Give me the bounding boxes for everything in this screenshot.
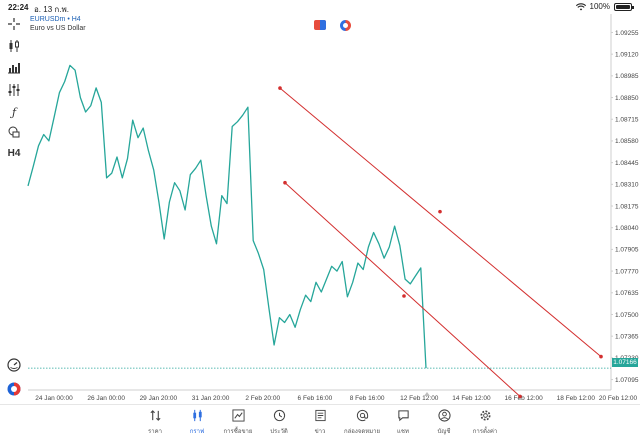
trendline-anchor[interactable] <box>283 180 287 185</box>
status-time: 22:24 <box>8 3 29 12</box>
price-label: 1.08985 <box>615 73 639 80</box>
function-icon[interactable]: ƒ <box>11 105 17 119</box>
trend-chart-icon <box>231 409 245 422</box>
period-separator-marker <box>424 392 430 396</box>
time-axis-labels: 24 Jan 00:00 26 Jan 00:00 29 Jan 20:00 31 J… <box>35 395 637 402</box>
time-label: 2 Feb 20:00 <box>245 395 280 402</box>
price-label: 1.07770 <box>615 268 639 275</box>
time-label: 12 Feb 12:00 <box>400 395 439 402</box>
trendline[interactable] <box>284 182 521 397</box>
price-label: 1.09120 <box>615 51 639 58</box>
price-label: 1.08310 <box>615 182 639 189</box>
nav-label: บัญชี <box>437 429 451 435</box>
symbol-info: EURUSDm • H4 Euro vs US Dollar <box>30 15 86 33</box>
price-label: 1.08850 <box>615 95 639 102</box>
time-label: 18 Feb 12:00 <box>557 395 596 402</box>
trade-panel-icon[interactable] <box>340 20 351 31</box>
history-clock-icon <box>273 409 285 422</box>
time-label: 8 Feb 16:00 <box>350 395 385 402</box>
crosshair-icon[interactable] <box>6 16 22 32</box>
trendline-anchor[interactable] <box>599 354 603 359</box>
nav-label: ราคา <box>148 429 162 435</box>
nav-label: การตั้งค่า <box>472 429 498 435</box>
symbol-title: EURUSDm • H4 <box>30 16 81 23</box>
price-label: 1.08040 <box>615 225 639 232</box>
nav-chart[interactable]: กราฟ <box>172 409 222 436</box>
price-label: 1.08445 <box>615 160 639 167</box>
price-label: 1.08175 <box>615 203 639 210</box>
nav-label: แชท <box>397 429 409 435</box>
status-bar: 22:24 อ. 13 ก.พ. 100% <box>0 0 640 14</box>
nav-history[interactable]: ประวัติ <box>254 409 304 436</box>
nav-news[interactable]: ข่าว <box>295 409 345 436</box>
nav-label: การซื้อขาย <box>223 429 253 435</box>
nav-label: ประวัติ <box>270 429 288 435</box>
time-label: 14 Feb 12:00 <box>452 395 491 402</box>
price-series-line <box>27 64 427 369</box>
time-label: 6 Feb 16:00 <box>298 395 333 402</box>
time-label: 16 Feb 12:00 <box>504 395 543 402</box>
battery-percent: 100% <box>589 2 610 11</box>
time-label: 26 Jan 00:00 <box>87 395 125 402</box>
price-label: 1.07635 <box>615 290 639 297</box>
nav-label: กราฟ <box>189 429 205 435</box>
candlestick-icon <box>192 409 202 422</box>
user-circle-icon <box>437 409 451 422</box>
left-toolbar: ƒ H4 <box>0 14 28 404</box>
wifi-icon <box>575 2 586 10</box>
trendlines <box>278 86 603 399</box>
price-label: 1.08580 <box>615 138 639 145</box>
price-label: 1.07095 <box>615 377 639 384</box>
time-label: 29 Jan 20:00 <box>140 395 178 402</box>
one-click-trade-icon[interactable] <box>314 20 326 30</box>
nav-quotes[interactable]: ราคา <box>130 409 180 436</box>
trendline-anchor[interactable] <box>278 86 282 90</box>
nav-chat[interactable]: แชท <box>378 409 428 436</box>
candlestick-type-icon[interactable] <box>6 38 22 54</box>
price-label: 1.07365 <box>615 333 639 340</box>
nav-mailbox[interactable]: กล่องจดหมาย <box>337 409 387 436</box>
trendline[interactable] <box>279 87 602 357</box>
nav-account[interactable]: บัญชี <box>419 409 469 436</box>
status-date: อ. 13 ก.พ. <box>34 5 69 14</box>
price-chart[interactable]: 1.09255 1.09120 1.08985 1.08850 1.08715 1.085… <box>0 0 640 404</box>
nav-settings[interactable]: การตั้งค่า <box>460 409 510 436</box>
trendline-anchor[interactable] <box>438 209 442 214</box>
at-sign-icon <box>356 409 368 422</box>
price-label: 1.08715 <box>615 117 639 124</box>
indicators-icon[interactable] <box>6 60 22 76</box>
price-label: 1.09255 <box>615 30 639 37</box>
price-axis-labels: 1.09255 1.09120 1.08985 1.08850 1.08715 1.085… <box>615 30 639 384</box>
battery-icon <box>614 2 634 11</box>
sliders-icon[interactable] <box>6 82 22 98</box>
sort-arrows-icon <box>149 410 161 421</box>
speedometer-icon[interactable] <box>7 358 21 372</box>
time-label: 24 Jan 00:00 <box>35 395 73 402</box>
price-label: 1.07905 <box>615 247 639 254</box>
time-label: 20 Feb 12:00 <box>599 395 638 402</box>
timeframe-button[interactable]: H4 <box>7 147 21 159</box>
bottom-navigation: ราคา กราฟ การซื้อขาย ประวัติ ข่าว กล่องจ… <box>0 404 640 447</box>
shapes-icon[interactable] <box>6 124 22 140</box>
time-label: 31 Jan 20:00 <box>192 395 230 402</box>
symbol-description: Euro vs US Dollar <box>30 25 86 32</box>
broker-logo-icon[interactable] <box>7 382 21 396</box>
news-icon <box>314 409 326 422</box>
nav-label: ข่าว <box>314 429 326 435</box>
current-price-badge: 1.07166 <box>612 358 638 367</box>
status-right: 100% <box>575 2 634 11</box>
trendline-anchor[interactable] <box>402 294 406 298</box>
price-label: 1.07500 <box>615 312 639 319</box>
chat-bubble-icon <box>397 410 409 422</box>
nav-label: กล่องจดหมาย <box>343 429 381 435</box>
trendline-anchor[interactable] <box>518 394 522 399</box>
gear-icon <box>479 410 491 421</box>
nav-trade[interactable]: การซื้อขาย <box>213 409 263 436</box>
